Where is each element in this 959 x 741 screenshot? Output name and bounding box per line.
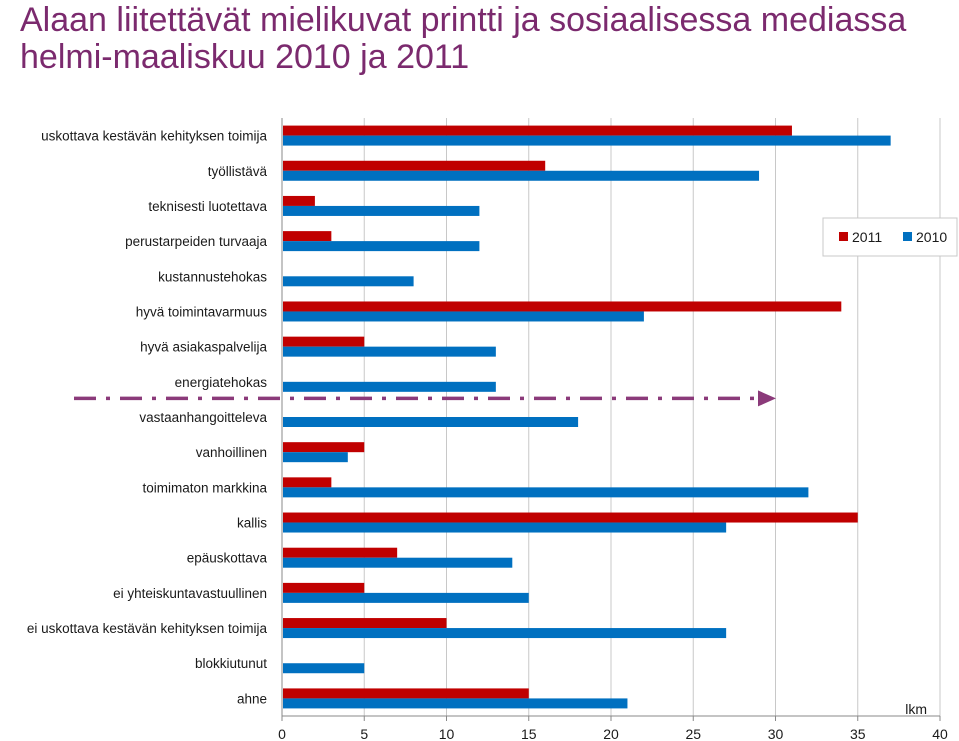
legend: 2011 2010	[822, 217, 958, 257]
bar-2010	[283, 241, 480, 252]
bar-2010	[283, 346, 496, 357]
x-tick-labels: 0 5 10 15 20 25 30 35 40	[278, 726, 948, 741]
bar-2011	[283, 477, 332, 488]
category-label: hyvä asiakaspalvelija	[140, 340, 267, 355]
bar-2010	[283, 205, 480, 216]
axes	[281, 118, 941, 721]
bar-2010	[283, 487, 809, 498]
x-tick-label: 0	[278, 726, 286, 741]
bar-2010	[283, 135, 891, 146]
category-label: blokkiutunut	[195, 656, 267, 671]
bar-2011	[283, 442, 365, 453]
bar-2010	[283, 417, 579, 427]
page-title: Alaan liitettävät mielikuvat printti ja …	[20, 1, 907, 76]
x-tick-label: 15	[521, 726, 537, 741]
bar-2011	[283, 301, 842, 312]
bar-2010	[283, 381, 496, 392]
category-label: ei uskottava kestävän kehityksen toimija	[27, 621, 268, 636]
legend-swatch-2011	[839, 232, 848, 241]
legend-label-2011: 2011	[852, 229, 882, 245]
bar-2010	[283, 592, 529, 603]
legend-label-2010: 2010	[916, 229, 947, 245]
bar-2010	[283, 276, 414, 287]
category-label: teknisesti luotettava	[148, 199, 267, 214]
x-tick-label: 10	[439, 726, 455, 741]
category-label: vanhoillinen	[196, 445, 267, 460]
bar-2010	[283, 170, 760, 181]
category-label: epäuskottava	[187, 551, 268, 566]
bar-2011	[283, 688, 529, 699]
category-label: energiatehokas	[175, 375, 268, 390]
category-label: ahne	[237, 691, 267, 706]
category-label: ei yhteiskuntavastuullinen	[113, 586, 267, 601]
bar-2011	[283, 618, 447, 629]
category-label: toimimaton markkina	[142, 480, 267, 495]
bar-2011	[283, 195, 315, 206]
x-tick-label: 35	[850, 726, 866, 741]
bar-2011	[283, 512, 858, 523]
bar-2010	[283, 698, 628, 709]
annotation-arrow	[74, 390, 776, 407]
annotation-arrowhead	[758, 390, 776, 407]
bar-2011	[283, 231, 332, 242]
bar-2010	[283, 628, 727, 639]
x-tick-label: 20	[603, 726, 619, 741]
category-label: vastaanhangoitteleva	[139, 410, 267, 425]
category-label: kustannustehokas	[158, 269, 267, 284]
legend-swatch-2010	[903, 232, 912, 241]
x-tick-label: 30	[768, 726, 784, 741]
bar-2010	[283, 311, 644, 322]
category-label: hyvä toimintavarmuus	[136, 304, 268, 319]
bar-2010	[283, 452, 348, 463]
bar-2011	[283, 582, 365, 593]
bar-2011	[283, 547, 398, 558]
category-label: kallis	[237, 516, 267, 531]
category-label: uskottava kestävän kehityksen toimija	[41, 129, 267, 144]
bar-2011	[283, 336, 365, 347]
bar-2010	[283, 663, 365, 674]
x-tick-label: 25	[685, 726, 701, 741]
x-tick-label: 40	[932, 726, 948, 741]
x-axis-label: lkm	[905, 701, 927, 717]
bar-2011	[283, 125, 792, 136]
category-labels: uskottava kestävän kehityksen toimija työ…	[27, 129, 268, 707]
bar-2011	[283, 160, 546, 171]
bars	[283, 125, 891, 709]
bar-2010	[283, 557, 513, 568]
bar-2010	[283, 522, 727, 533]
x-tick-label: 5	[360, 726, 368, 741]
category-label: työllistävä	[208, 164, 268, 179]
category-label: perustarpeiden turvaaja	[125, 234, 267, 249]
